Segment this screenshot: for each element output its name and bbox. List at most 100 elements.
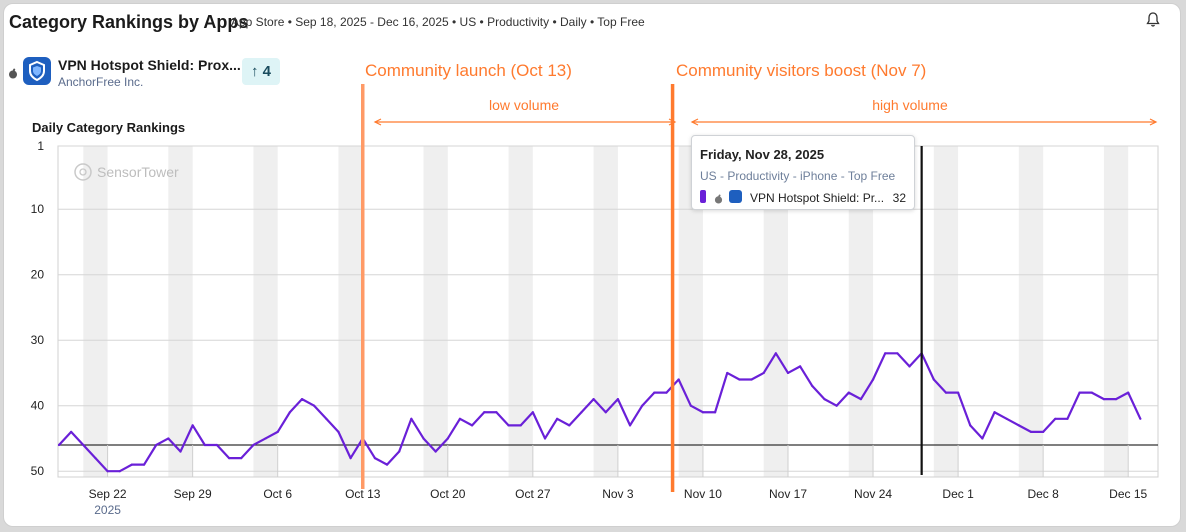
- data-point: [726, 371, 729, 375]
- y-tick-label: 50: [31, 464, 45, 478]
- data-point: [932, 378, 935, 381]
- data-point: [835, 404, 838, 407]
- data-point: [519, 424, 522, 427]
- high-volume-arrow-head-right: [1149, 118, 1158, 126]
- weekend-band: [508, 146, 533, 477]
- data-point: [908, 365, 911, 368]
- data-point: [811, 384, 814, 388]
- data-point: [1054, 417, 1057, 420]
- data-point: [786, 371, 790, 375]
- data-point: [871, 378, 875, 381]
- low-volume-arrow-head-right: [668, 118, 677, 126]
- app-name[interactable]: VPN Hotspot Shield: Prox...: [58, 57, 241, 73]
- y-tick-label: 10: [31, 202, 45, 216]
- x-tick-label: Nov 10: [684, 487, 722, 501]
- rank-change-badge: ↑ 4: [242, 58, 280, 85]
- x-tick-label: Nov 24: [854, 487, 892, 501]
- x-tick-label: Oct 27: [515, 487, 551, 501]
- low-volume-label: low volume: [489, 97, 559, 113]
- data-point: [142, 463, 146, 466]
- tooltip-value: 32: [892, 191, 906, 205]
- data-point: [677, 378, 680, 381]
- data-point: [373, 457, 376, 460]
- data-point: [1029, 430, 1033, 433]
- data-point: [288, 411, 291, 414]
- data-point: [665, 391, 668, 394]
- y-tick-label: 1: [37, 139, 44, 153]
- low-volume-arrow-head-left: [373, 118, 382, 126]
- data-point: [568, 424, 571, 427]
- data-point: [944, 391, 948, 394]
- data-point: [349, 457, 352, 460]
- data-point: [446, 437, 449, 440]
- bell-icon[interactable]: [1146, 12, 1160, 33]
- data-point: [981, 437, 984, 440]
- data-point: [337, 430, 340, 433]
- data-point: [483, 411, 486, 414]
- launch-annotation-label: Community launch (Oct 13): [365, 61, 572, 80]
- data-point: [957, 391, 960, 394]
- data-point: [191, 424, 194, 427]
- data-point: [215, 443, 219, 447]
- page-title: Category Rankings by Apps: [9, 12, 249, 32]
- data-point: [118, 470, 121, 473]
- weekend-band: [1018, 146, 1044, 477]
- data-point: [94, 457, 97, 460]
- x-tick-label: Nov 3: [602, 487, 634, 501]
- data-point: [859, 398, 863, 401]
- rankings-chart[interactable]: SensorTower Community launch (Oct 13) Com…: [4, 4, 1180, 526]
- x-tick-label: Dec 8: [1027, 487, 1059, 501]
- data-point: [1139, 417, 1142, 420]
- data-point: [896, 352, 899, 355]
- weekend-band: [933, 146, 959, 477]
- boost-annotation-label: Community visitors boost (Nov 7): [676, 61, 926, 80]
- data-point: [641, 404, 644, 407]
- apple-icon: [8, 66, 18, 84]
- chart-card: Category Rankings by Apps App Store • Se…: [3, 3, 1181, 527]
- data-point: [276, 430, 279, 433]
- x-tick-label: Oct 6: [263, 487, 292, 501]
- series-line: [58, 352, 1142, 473]
- data-point: [580, 411, 583, 414]
- data-point: [471, 424, 474, 427]
- chart-title: Daily Category Rankings: [32, 120, 185, 135]
- data-point: [628, 424, 632, 427]
- tooltip-app-name: VPN Hotspot Shield: Pr...: [750, 191, 885, 205]
- data-point: [264, 437, 267, 440]
- data-point: [507, 424, 510, 427]
- data-point: [422, 437, 425, 440]
- app-developer[interactable]: AnchorFree Inc.: [58, 75, 144, 89]
- data-point: [240, 457, 243, 460]
- app-icon: [23, 57, 51, 85]
- app-icon: [729, 190, 742, 203]
- x-tick-label: Oct 13: [345, 487, 381, 501]
- weekend-band: [423, 146, 448, 477]
- data-point: [653, 391, 656, 394]
- data-point: [434, 450, 437, 453]
- x-tick-label: Sep 29: [174, 487, 212, 501]
- data-point: [993, 411, 996, 414]
- apple-icon: [714, 191, 723, 209]
- data-point: [325, 417, 328, 420]
- high-volume-label: high volume: [872, 97, 948, 113]
- data-point: [701, 411, 705, 414]
- data-point: [774, 352, 777, 355]
- tooltip-subtitle: US - Productivity - iPhone - Top Free: [700, 169, 896, 183]
- data-point: [884, 352, 887, 355]
- y-tick-label: 40: [31, 399, 45, 413]
- data-point: [689, 404, 692, 407]
- data-point: [616, 398, 620, 401]
- data-point: [1042, 430, 1045, 433]
- high-volume-arrow-head-left: [690, 118, 699, 126]
- sensortower-logo-icon: [74, 163, 92, 181]
- data-point: [155, 443, 158, 447]
- data-point: [1005, 417, 1008, 420]
- series-swatch: [700, 190, 706, 203]
- data-point: [1078, 391, 1081, 394]
- data-point: [969, 424, 972, 427]
- data-point: [1090, 391, 1093, 394]
- data-point: [495, 411, 498, 414]
- x-tick-label: Nov 17: [769, 487, 807, 501]
- data-point: [167, 437, 170, 440]
- watermark-text: SensorTower: [97, 164, 179, 180]
